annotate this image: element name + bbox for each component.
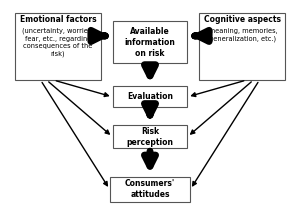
Text: Evaluation: Evaluation (127, 92, 173, 101)
FancyBboxPatch shape (199, 13, 285, 80)
Text: Consumers'
attitudes: Consumers' attitudes (125, 179, 175, 200)
FancyBboxPatch shape (112, 125, 188, 148)
Text: (uncertainty, worries,
fear, etc., regarding
consequences of the
risk): (uncertainty, worries, fear, etc., regar… (22, 28, 94, 57)
FancyBboxPatch shape (112, 86, 188, 107)
Text: (meaning, memories,
generalization, etc.): (meaning, memories, generalization, etc.… (206, 28, 278, 42)
Text: Cognitive aspects: Cognitive aspects (204, 15, 281, 24)
Text: Available
information
on risk: Available information on risk (124, 27, 176, 58)
FancyBboxPatch shape (110, 177, 190, 202)
Text: Risk
perception: Risk perception (127, 127, 173, 147)
FancyBboxPatch shape (112, 21, 188, 63)
FancyBboxPatch shape (15, 13, 101, 80)
Text: Emotional factors: Emotional factors (20, 15, 96, 24)
